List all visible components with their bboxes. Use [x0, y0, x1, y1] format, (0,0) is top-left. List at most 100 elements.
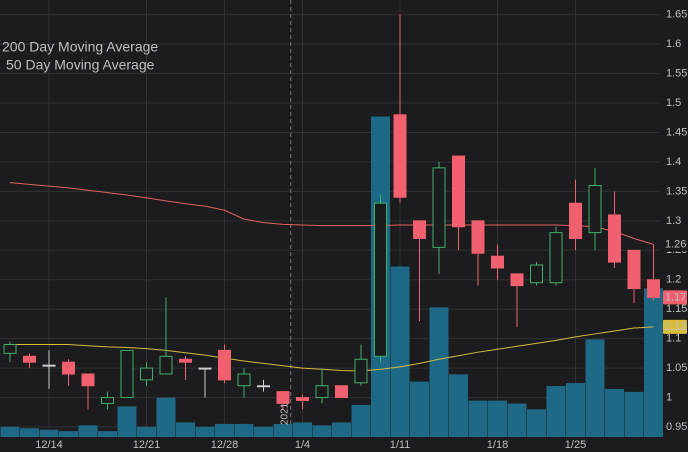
volume-bar [507, 403, 527, 437]
volume-bar [39, 429, 59, 437]
y-tick-label: 0.95 [666, 421, 687, 433]
x-tick-label: 12/14 [35, 439, 63, 451]
volume-bar [624, 391, 644, 437]
volume-bar [488, 400, 507, 437]
candle-body [335, 385, 348, 399]
candle-body [101, 397, 114, 404]
y-tick-label: 1.15 [666, 303, 687, 315]
y-tick-label: 1.55 [666, 68, 687, 80]
candle-body [218, 349, 231, 381]
volume-bar [468, 400, 488, 437]
volume-bar [566, 383, 585, 437]
x-tick-label: 12/21 [133, 439, 161, 451]
volume-bar [20, 428, 39, 437]
y-tick-label: 1.4 [666, 156, 681, 168]
price-layer [3, 14, 660, 410]
candle-body [198, 367, 212, 370]
x-tick-label: 1/25 [565, 439, 586, 451]
volume-bar [605, 388, 624, 437]
y-tick-label: 1.3 [666, 215, 681, 227]
volume-bar [293, 422, 312, 437]
volume-bar [117, 406, 137, 437]
volume-bar [644, 288, 663, 437]
candle-body [276, 391, 290, 404]
y-tick-label: 1.6 [666, 38, 681, 50]
candle-body [42, 364, 56, 367]
moving-average-line [9, 182, 654, 245]
x-tick-label: 12/28 [211, 439, 239, 451]
price-tag [663, 290, 687, 305]
candle-body [452, 155, 465, 228]
legend-entry: 200 Day Moving Average [2, 39, 158, 55]
volume-bar [0, 426, 20, 437]
volume-bar [273, 423, 293, 437]
volume-layer [0, 116, 663, 438]
volume-bar [312, 425, 332, 437]
candle-body [296, 397, 309, 401]
volume-bar [234, 423, 254, 437]
candle-body [159, 355, 173, 375]
candle-body [81, 373, 95, 387]
candle-body [647, 279, 660, 298]
moving-average-line [10, 326, 654, 372]
volume-bar [176, 422, 195, 437]
candle-body [432, 167, 446, 248]
x-tick-label: 1/18 [487, 439, 508, 451]
volume-bar [137, 426, 156, 437]
candle-body [569, 202, 582, 240]
y-tick-label: 1.2 [666, 274, 681, 286]
volume-bar [98, 431, 117, 437]
volume-bar [195, 426, 215, 437]
candle-body [393, 114, 407, 198]
candle-body [588, 185, 602, 234]
candle-body [549, 232, 563, 284]
volume-bar [254, 426, 273, 437]
volume-bar [156, 397, 176, 437]
volume-bar [546, 386, 566, 437]
candle-body [354, 358, 368, 384]
volume-bar [449, 374, 468, 437]
volume-bar [78, 425, 98, 437]
legend-entry: 50 Day Moving Average [6, 57, 155, 73]
volume-bar [390, 266, 410, 437]
candle-body [510, 273, 524, 287]
y-tick-label: 1.65 [666, 9, 687, 21]
candle-body [471, 220, 485, 254]
y-tick-label: 1.35 [666, 185, 687, 197]
candle-body [491, 255, 504, 269]
year-label: 2021 [279, 402, 290, 425]
grid [0, 0, 660, 437]
volume-bar [527, 409, 546, 437]
candle-body [62, 361, 75, 375]
price-tag [663, 237, 687, 252]
candle-body [237, 373, 251, 387]
candle-body [257, 385, 270, 388]
volume-bar [59, 431, 78, 437]
candle-body [608, 214, 621, 263]
volume-bar [332, 422, 351, 437]
volume-bar [215, 423, 234, 437]
candle-body [120, 349, 134, 399]
candle-body [140, 367, 153, 381]
candle-body [3, 344, 17, 354]
price-tag [663, 319, 687, 334]
y-tick-label: 1.05 [666, 362, 687, 374]
y-tick-label: 1.1 [666, 333, 681, 345]
candle-body [179, 358, 192, 363]
x-tick-label: 1/4 [295, 439, 310, 451]
candle-body [23, 355, 36, 363]
candle-body [374, 202, 387, 357]
price-tag-label: 1.12 [665, 321, 686, 333]
candle-body [413, 220, 426, 240]
y-tick-label: 1 [666, 391, 672, 403]
volume-bar [585, 339, 605, 437]
price-tag-label: 1.17 [665, 291, 686, 303]
volume-bar [429, 307, 449, 437]
volume-bar [351, 404, 371, 437]
candle-body [530, 264, 543, 284]
y-tick-label: 1.5 [666, 97, 681, 109]
price-tag-label: 1.26 [665, 238, 686, 250]
candle-body [627, 249, 641, 290]
volume-bar [410, 381, 429, 437]
